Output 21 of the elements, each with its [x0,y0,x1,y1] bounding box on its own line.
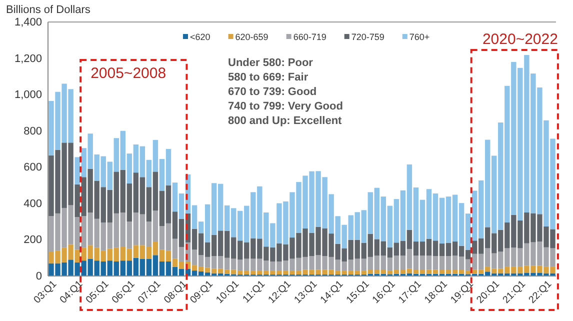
y-tick-label: 1,400 [14,16,42,29]
y-tick-label: 1,000 [14,89,42,102]
annotation: 670 to 739: Good [228,86,317,98]
legend-label: <620 [190,32,210,42]
y-tick-label: 800 [24,125,42,138]
annotation: Under 580: Poor [228,57,314,69]
legend-label: 760+ [409,32,430,42]
legend-label: 620-659 [235,32,268,42]
y-tick-label: 400 [24,198,42,210]
annotation: 740 to 799: Very Good [228,100,343,112]
annotation: 2005~2008 [90,65,166,82]
legend-label: 720-759 [351,32,384,42]
annotation: 800 and Up: Excellent [228,115,342,127]
annotation: 2020~2022 [482,31,558,48]
annotation: 580 to 669: Fair [228,72,309,84]
legend-label: 660-719 [293,32,326,42]
y-tick-label: 0 [36,270,42,283]
y-axis-title: Billions of Dollars [6,4,91,16]
y-tick-label: 600 [24,162,42,174]
y-tick-label: 1,200 [14,52,42,65]
y-tick-label: 200 [24,234,42,246]
